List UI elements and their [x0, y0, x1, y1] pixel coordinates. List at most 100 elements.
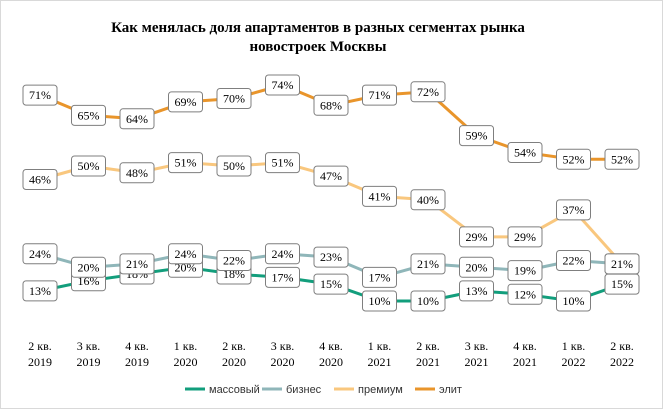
data-label-text: 20% [78, 260, 100, 274]
data-label-box [459, 256, 494, 278]
legend-item-0: массовый [185, 384, 260, 396]
x-tick-label-quarter: 4 кв. [319, 339, 343, 353]
data-label: 20% [71, 256, 106, 278]
x-tick-label-year: 2019 [125, 355, 149, 369]
data-label-text: 29% [514, 230, 536, 244]
data-label-box [459, 280, 494, 302]
x-tick-label: 3 кв. 2021 [465, 339, 489, 369]
x-tick-label-quarter: 4 кв. [125, 339, 149, 353]
legend-item-2: премиум [334, 384, 403, 396]
data-label: 51% [265, 152, 300, 174]
x-tick-label-year: 2022 [562, 355, 586, 369]
data-label-text: 20% [466, 260, 488, 274]
data-label-text: 22% [563, 254, 585, 268]
data-label-text: 15% [320, 277, 342, 291]
data-label: 50% [216, 155, 252, 177]
data-label: 10% [410, 290, 446, 312]
data-label: 48% [119, 162, 155, 184]
data-label-box [507, 226, 543, 248]
data-label: 15% [604, 273, 640, 295]
legend-label: премиум [358, 384, 403, 396]
data-label-text: 51% [175, 156, 197, 170]
x-tick-label: 4 кв. 2021 [513, 339, 537, 369]
data-label-box [556, 148, 591, 170]
data-label: 23% [313, 246, 349, 268]
data-label: 10% [556, 290, 591, 312]
data-label-box [71, 256, 106, 278]
data-label-box [459, 226, 494, 248]
data-label-text: 50% [78, 159, 100, 173]
data-label-box [168, 91, 203, 113]
data-label-box [22, 169, 58, 190]
x-tick-label: 1 кв. 2022 [562, 339, 586, 369]
data-label-box [168, 152, 203, 174]
data-label: 19% [507, 260, 543, 282]
x-tick-label: 3 кв. 2019 [77, 339, 101, 369]
x-tick-label-quarter: 1 кв. [562, 339, 586, 353]
data-label: 37% [556, 199, 591, 221]
data-label: 46% [22, 169, 58, 190]
x-tick-label-quarter: 3 кв. [77, 339, 101, 353]
data-label: 72% [410, 81, 446, 103]
data-label: 21% [410, 253, 446, 275]
data-label-text: 13% [466, 284, 488, 298]
legend-item-1: бизнес [262, 384, 322, 396]
data-label-text: 52% [563, 152, 585, 166]
data-label: 15% [313, 273, 349, 295]
x-tick-label-year: 2020 [222, 355, 246, 369]
data-label: 12% [507, 283, 543, 305]
data-label-box [119, 108, 155, 130]
data-label-box [410, 81, 446, 103]
data-label: 54% [507, 142, 543, 163]
legend-item-3: элит [415, 384, 462, 396]
data-label-text: 29% [466, 230, 488, 244]
data-label-box [22, 243, 58, 265]
legend: массовый бизнес премиум элит [185, 384, 462, 396]
data-label-box [313, 165, 349, 187]
x-tick-label-quarter: 1 кв. [368, 339, 392, 353]
x-tick-label-year: 2021 [368, 355, 392, 369]
data-label: 71% [362, 84, 397, 106]
data-label-box [265, 266, 300, 288]
data-label-box [265, 152, 300, 174]
data-label-box [604, 148, 640, 170]
data-label-text: 10% [563, 294, 585, 308]
data-label-text: 65% [78, 108, 100, 122]
x-tick-label-year: 2021 [465, 355, 489, 369]
x-tick-label-year: 2022 [610, 355, 634, 369]
data-label-text: 24% [29, 247, 51, 261]
data-label-box [216, 88, 252, 109]
data-label-box [216, 155, 252, 177]
data-label-text: 17% [369, 270, 391, 284]
data-label-text: 69% [175, 95, 197, 109]
data-label-box [119, 162, 155, 184]
data-label-text: 59% [466, 129, 488, 143]
data-label-text: 47% [320, 169, 342, 183]
data-label-text: 71% [369, 88, 391, 102]
data-label-text: 10% [369, 294, 391, 308]
data-label: 70% [216, 88, 252, 109]
x-tick-label: 2 кв. 2019 [28, 339, 52, 369]
data-label-box [556, 250, 591, 271]
x-tick-label-quarter: 2 кв. [610, 339, 634, 353]
data-label-text: 12% [514, 287, 536, 301]
data-label-text: 52% [611, 152, 633, 166]
data-label-box [362, 185, 397, 207]
data-label-box [22, 280, 58, 302]
data-label: 69% [168, 91, 203, 113]
data-label-text: 71% [29, 88, 51, 102]
data-label-box [362, 266, 397, 288]
data-label: 50% [71, 155, 106, 177]
data-label-text: 21% [611, 257, 633, 271]
legend-label: массовый [209, 384, 260, 396]
data-label-box [410, 290, 446, 312]
x-axis-tick-labels: 2 кв.2019 3 кв.2019 4 кв. 2019 1 кв. 2020 2 кв… [28, 339, 634, 369]
x-tick-label-quarter: 1 кв. [174, 339, 198, 353]
data-label: 29% [507, 226, 543, 248]
data-label: 29% [459, 226, 494, 248]
data-label-text: 74% [272, 78, 294, 92]
data-label-box [119, 253, 155, 275]
data-label-box [410, 253, 446, 275]
x-tick-label: 2 кв. 2021 [416, 339, 440, 369]
